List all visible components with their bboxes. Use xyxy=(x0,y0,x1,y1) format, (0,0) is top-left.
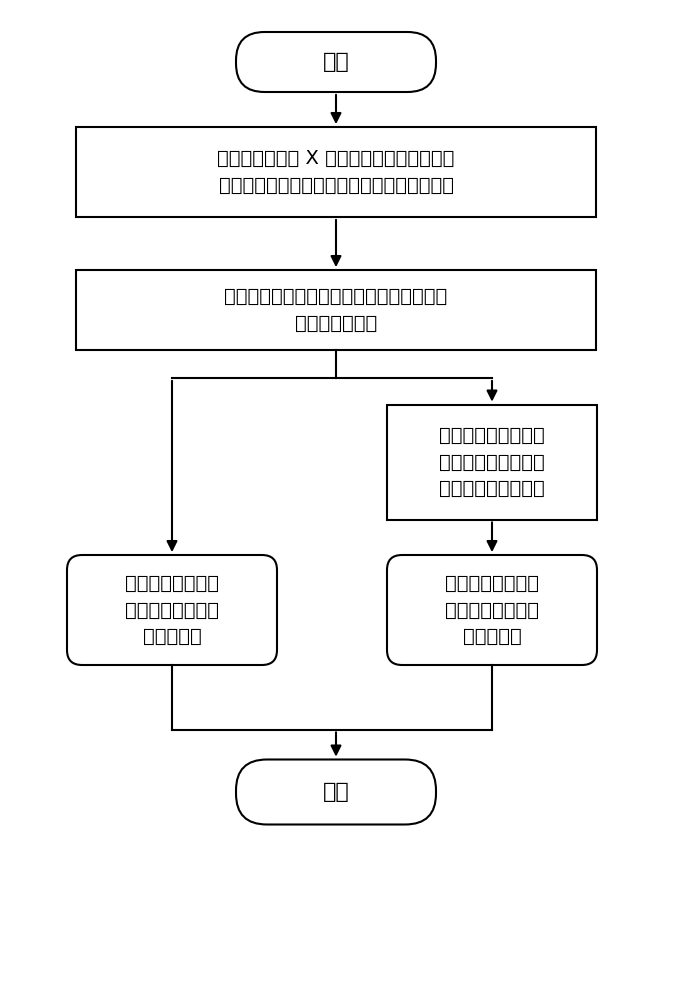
Text: 结束: 结束 xyxy=(322,782,349,802)
FancyBboxPatch shape xyxy=(236,32,436,92)
FancyBboxPatch shape xyxy=(387,404,597,520)
FancyBboxPatch shape xyxy=(76,127,596,217)
FancyBboxPatch shape xyxy=(387,555,597,665)
Text: 开始: 开始 xyxy=(322,52,349,72)
Text: 用投影域分解方法
得到基材料图像或
双效应图像: 用投影域分解方法 得到基材料图像或 双效应图像 xyxy=(445,574,539,646)
FancyBboxPatch shape xyxy=(76,270,596,350)
FancyBboxPatch shape xyxy=(67,555,277,665)
FancyBboxPatch shape xyxy=(236,760,436,824)
Text: 对各个重建图像作线
积分计算，得到全角
度的多能谱投影数据: 对各个重建图像作线 积分计算，得到全角 度的多能谱投影数据 xyxy=(439,426,545,498)
Text: 用多个能量谱的 X 射线在各自的有限角范围
内扫描物体，获得被测物体的多能谱投影数据: 用多个能量谱的 X 射线在各自的有限角范围 内扫描物体，获得被测物体的多能谱投影… xyxy=(217,149,455,195)
Text: 用图像域分解方法
得到基材料图像或
双效应图像: 用图像域分解方法 得到基材料图像或 双效应图像 xyxy=(125,574,219,646)
Text: 用正则化约束的迭代算法重建各个能量谱下
的被测物体图像: 用正则化约束的迭代算法重建各个能量谱下 的被测物体图像 xyxy=(224,287,448,333)
